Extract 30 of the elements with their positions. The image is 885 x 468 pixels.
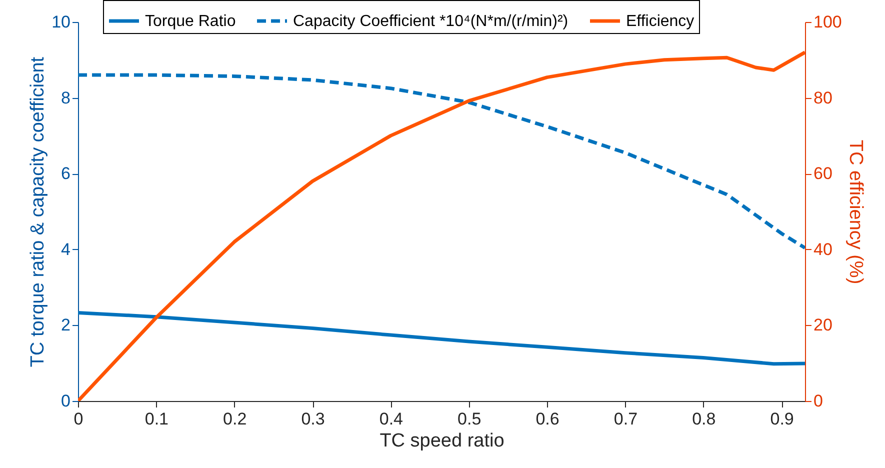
y-tick-label: 6 [61, 164, 70, 184]
x-tick-label: 0.1 [144, 410, 168, 428]
y2-tick-label: 60 [814, 164, 832, 184]
x-tick-label: 0.7 [614, 410, 638, 428]
y2-tick-label: 0 [814, 392, 823, 410]
y2-tick-label: 100 [814, 12, 842, 32]
legend-label: Capacity Coefficient *10⁴(N*m/(r/min)²) [293, 13, 568, 30]
y-tick-label: 2 [61, 316, 70, 335]
x-tick-label: 0 [74, 410, 84, 428]
y-tick-label: 0 [61, 392, 70, 410]
x-tick-label: 0.4 [379, 410, 404, 428]
line-series [78, 73, 805, 250]
x-tick-label: 0.9 [770, 410, 794, 428]
x-tick-label: 0.6 [536, 410, 560, 428]
y-tick-label: 10 [52, 12, 70, 32]
y2-tick-label: 80 [814, 88, 832, 108]
legend-label: Efficiency [626, 13, 694, 30]
x-tick-label: 0.5 [458, 410, 482, 428]
y-tick-label: 8 [61, 88, 70, 108]
y2-tick-label: 40 [814, 240, 832, 259]
y-axis-title: TC torque ratio & capacity coefficient [28, 56, 49, 368]
legend-label: Torque Ratio [145, 13, 236, 30]
x-tick-label: 0.2 [223, 410, 247, 428]
x-tick-label: 0.8 [692, 410, 716, 428]
line-series [78, 310, 805, 366]
x-tick-label: 0.3 [301, 410, 325, 428]
y2-axis-title: TC efficiency (%) [844, 140, 866, 284]
y-tick-label: 4 [61, 240, 70, 259]
x-axis-title: TC speed ratio [380, 430, 504, 452]
y2-tick-label: 20 [814, 316, 832, 335]
